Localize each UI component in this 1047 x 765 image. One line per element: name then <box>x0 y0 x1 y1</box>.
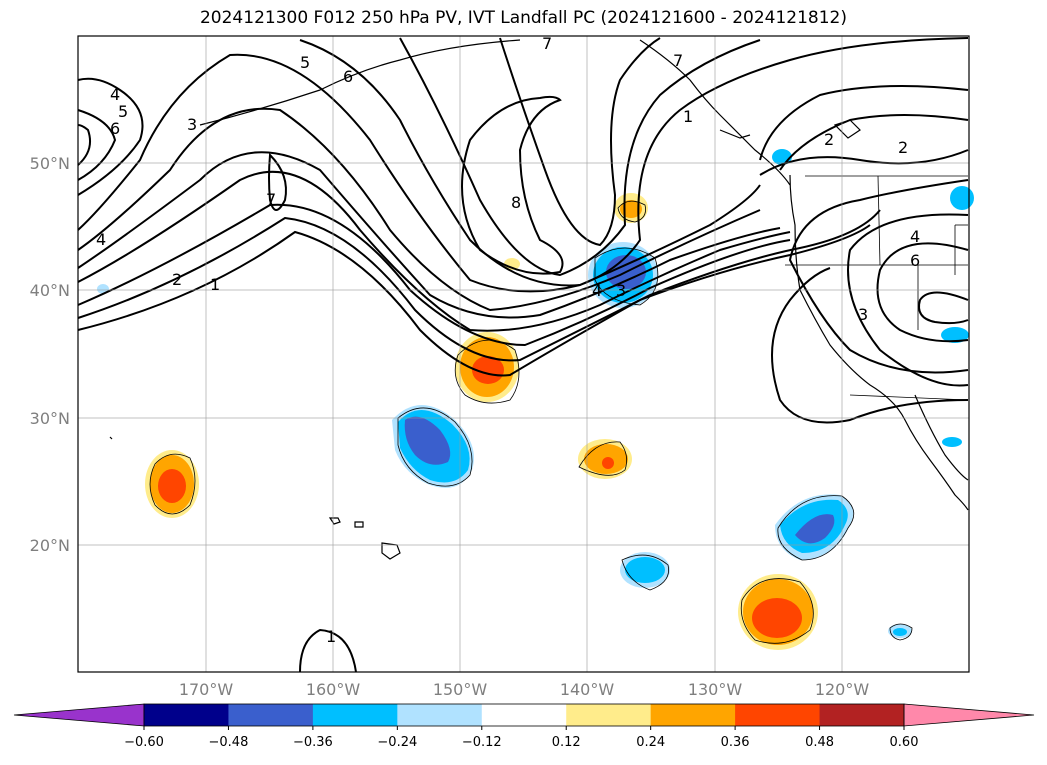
positive-blob-north <box>614 193 648 223</box>
contour-label: 6 <box>343 67 353 86</box>
lon-label: 120°W <box>815 680 870 699</box>
contour-label: 1 <box>326 627 336 646</box>
lon-label: 160°W <box>306 680 361 699</box>
contour-label: 7 <box>266 190 276 209</box>
lon-label: 130°W <box>688 680 743 699</box>
contour-label: 2 <box>172 270 182 289</box>
contour-label: 1 <box>683 107 693 126</box>
colorbar-tick-label: 0.36 <box>721 735 750 750</box>
latitude-labels: 50°N 40°N 30°N 20°N <box>30 154 70 555</box>
contour-label: 3 <box>616 281 626 300</box>
colorbar-tick-label: −0.60 <box>124 735 164 750</box>
map-title: 2024121300 F012 250 hPa PV, IVT Landfall… <box>199 8 847 28</box>
contour-label: 2 <box>824 130 834 149</box>
contour-label: 3 <box>858 305 868 324</box>
colorbar-segment <box>481 704 567 726</box>
lon-label: 150°W <box>433 680 488 699</box>
colorbar-segment <box>397 704 483 726</box>
negative-blob-central <box>392 405 474 488</box>
contour-label: 4 <box>592 281 602 300</box>
colorbar-segment <box>735 704 821 726</box>
lat-label: 30°N <box>30 409 70 428</box>
contour-label: 8 <box>511 193 521 212</box>
negative-blob-tiny-1 <box>888 624 912 638</box>
colorbar-extend-high <box>903 703 1035 727</box>
contour-label: 7 <box>673 51 683 70</box>
colorbar-segment <box>144 704 229 726</box>
lon-label: 140°W <box>560 680 615 699</box>
colorbar-segment <box>228 704 314 726</box>
negative-blob-east <box>775 494 854 560</box>
pv-contours <box>77 37 969 673</box>
positive-blob-west <box>145 450 199 518</box>
political-borders <box>785 175 969 401</box>
colorbar: −0.60 −0.48 −0.36 −0.24 −0.12 0.12 0.24 0.36 0.4… <box>13 703 1035 750</box>
colorbar-tick-label: 0.12 <box>552 735 581 750</box>
colorbar-tick-label: 0.24 <box>636 735 665 750</box>
contour-label: 2 <box>898 138 908 157</box>
contour-labels: 7 5 6 4 5 6 3 7 4 2 1 1 8 7 4 3 2 2 4 6 … <box>96 34 920 646</box>
colorbar-tick-label: 0.60 <box>890 735 919 750</box>
contour-label: 7 <box>542 34 552 53</box>
pv-anomaly-shading <box>97 149 974 650</box>
positive-blob-mid <box>578 439 632 479</box>
map-background <box>78 36 969 672</box>
contour-label: 4 <box>910 227 920 246</box>
colorbar-tick-label: −0.12 <box>462 735 502 750</box>
contour-label: 6 <box>110 119 120 138</box>
map-frame <box>77 35 970 673</box>
lat-label: 50°N <box>30 154 70 173</box>
colorbar-segment <box>566 704 652 726</box>
gridlines <box>78 36 969 672</box>
contour-label: 4 <box>96 230 106 249</box>
positive-blob-southeast <box>738 574 818 650</box>
colorbar-tick-label: −0.36 <box>293 735 333 750</box>
lon-label: 170°W <box>179 680 234 699</box>
contour-label: 4 <box>110 85 120 104</box>
longitude-labels: 170°W 160°W 150°W 140°W 130°W 120°W <box>179 680 870 699</box>
positive-blob-central <box>455 332 519 402</box>
colorbar-extend-low <box>13 703 145 727</box>
contour-label: 6 <box>910 251 920 270</box>
colorbar-segments <box>13 703 1035 727</box>
colorbar-segment <box>312 704 398 726</box>
colorbar-segment <box>650 704 736 726</box>
lat-label: 20°N <box>30 536 70 555</box>
contour-label: 5 <box>300 53 310 72</box>
contour-label: 1 <box>210 275 220 294</box>
colorbar-segment <box>819 704 905 726</box>
colorbar-tick-label: −0.24 <box>377 735 417 750</box>
lat-label: 40°N <box>30 281 70 300</box>
colorbar-tick-label: 0.48 <box>805 735 834 750</box>
contour-label: 3 <box>187 115 197 134</box>
colorbar-tick-label: −0.48 <box>209 735 249 750</box>
colorbar-frame <box>143 703 905 727</box>
colorbar-ticks: −0.60 −0.48 −0.36 −0.24 −0.12 0.12 0.24 0.36 0.4… <box>124 726 918 750</box>
contour-label: 5 <box>118 102 128 121</box>
